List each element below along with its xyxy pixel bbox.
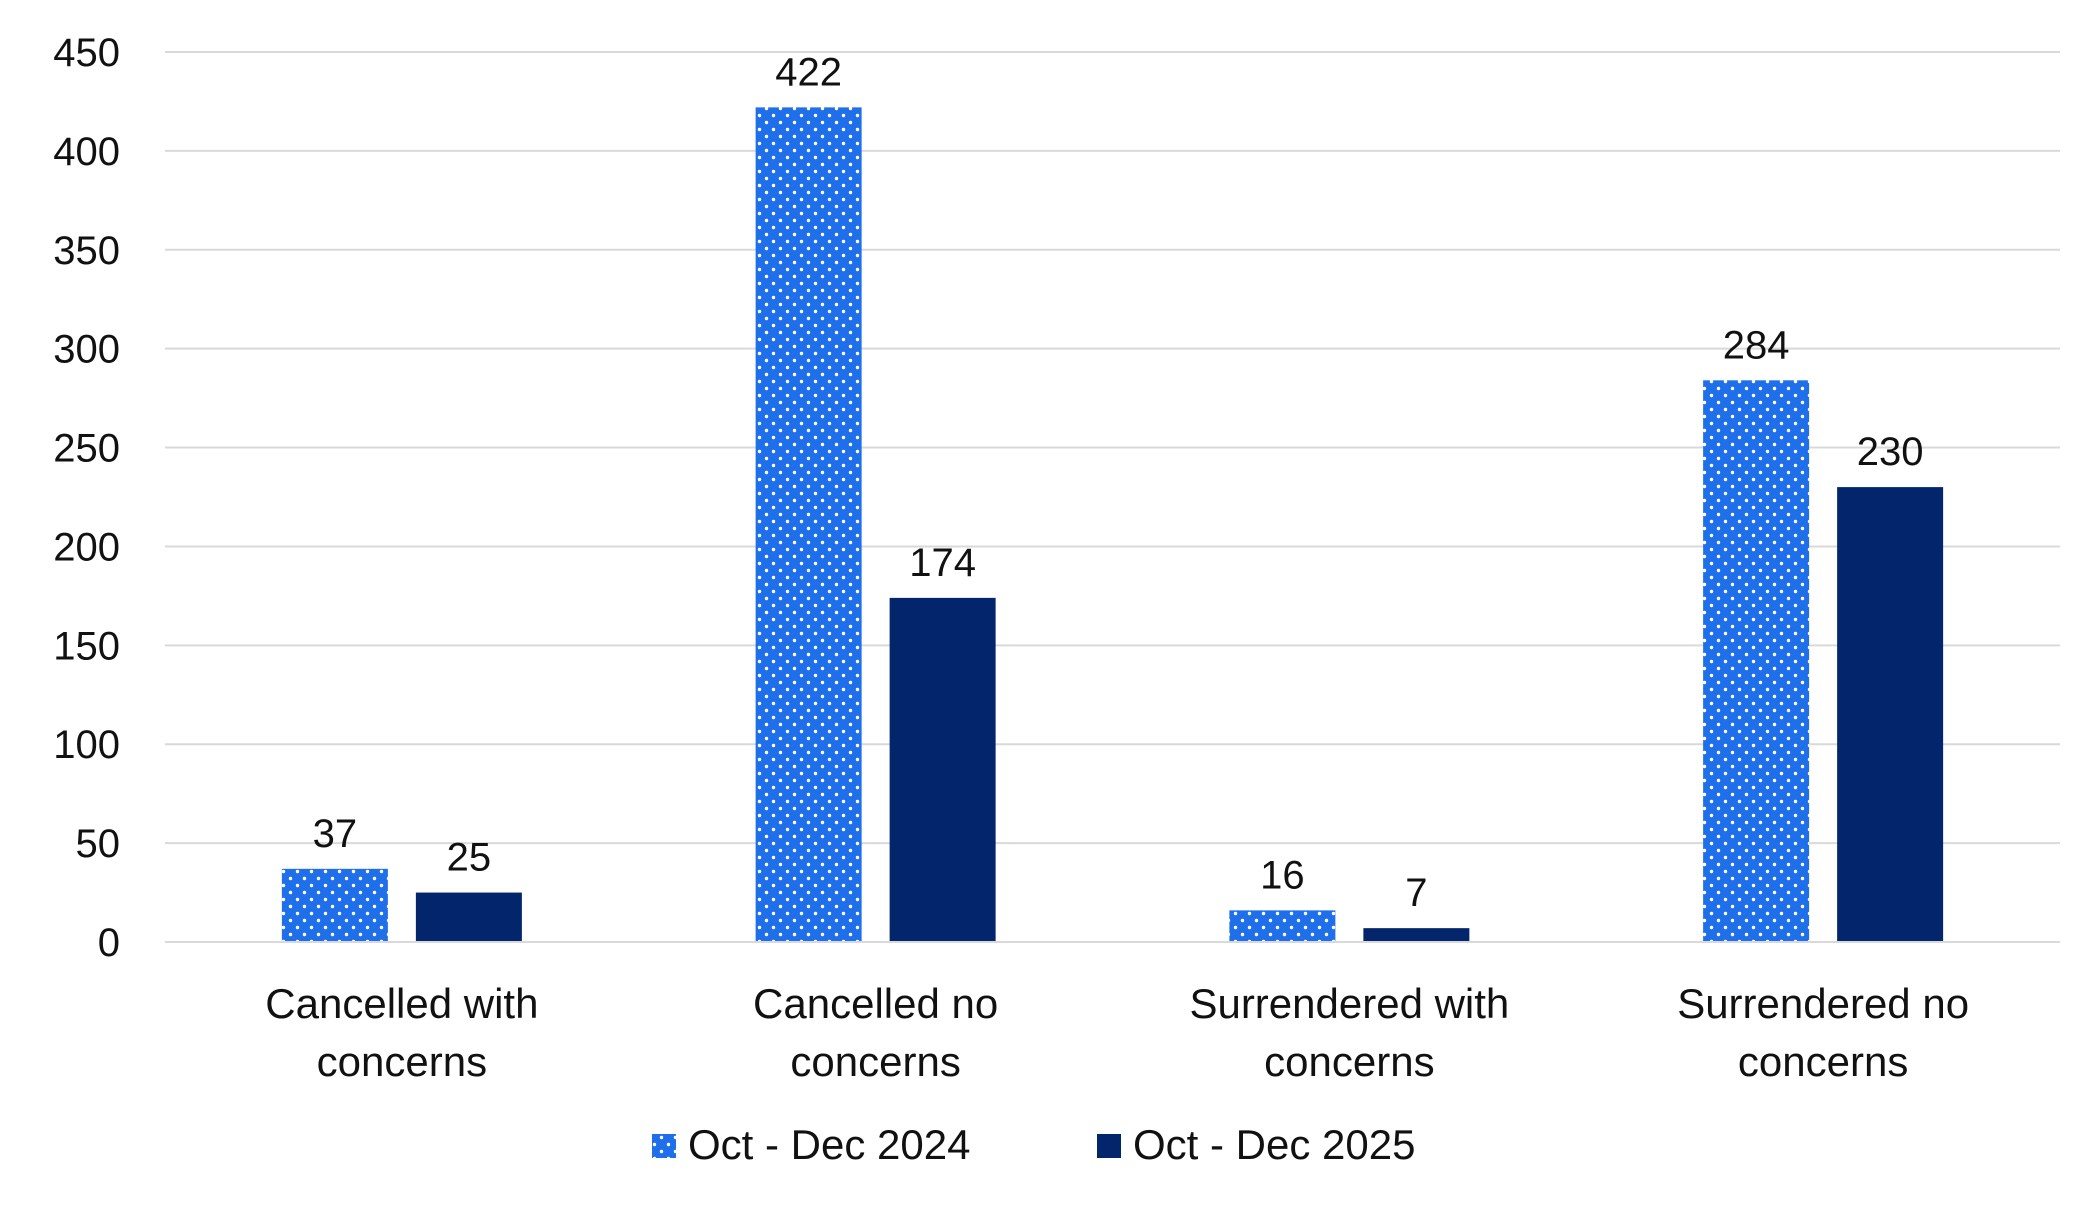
y-tick-label: 50 bbox=[76, 822, 121, 866]
y-tick-label: 100 bbox=[53, 723, 120, 767]
y-tick-label: 150 bbox=[53, 624, 120, 668]
legend-swatch bbox=[652, 1134, 676, 1158]
bars bbox=[281, 107, 1944, 942]
x-tick-label: Cancelled no bbox=[753, 980, 998, 1027]
bar-oct-dec-2025 bbox=[1837, 487, 1944, 942]
data-label: 422 bbox=[775, 50, 842, 94]
x-tick-label: Surrendered no bbox=[1677, 980, 1969, 1027]
data-label: 25 bbox=[447, 836, 492, 880]
y-tick-label: 300 bbox=[53, 328, 120, 372]
y-tick-label: 350 bbox=[53, 229, 120, 273]
x-tick-label: Surrendered with bbox=[1189, 980, 1509, 1027]
y-tick-label: 250 bbox=[53, 427, 120, 471]
data-label: 16 bbox=[1260, 853, 1305, 897]
x-tick-label: concerns bbox=[790, 1038, 960, 1085]
data-label: 174 bbox=[909, 541, 976, 585]
data-label: 37 bbox=[313, 812, 358, 856]
bar-oct-dec-2024 bbox=[1703, 380, 1810, 942]
bar-oct-dec-2024 bbox=[1229, 910, 1336, 942]
legend: Oct - Dec 2024 Oct - Dec 2025 bbox=[652, 1121, 1415, 1168]
y-tick-label: 0 bbox=[98, 921, 120, 965]
y-tick-label: 450 bbox=[53, 31, 120, 75]
data-labels: 37 25 422 174 16 7 284 230 bbox=[313, 50, 1924, 915]
x-tick-label: concerns bbox=[317, 1038, 487, 1085]
bar-oct-dec-2025 bbox=[889, 597, 996, 942]
legend-swatch bbox=[1097, 1134, 1121, 1158]
x-tick-label: concerns bbox=[1264, 1038, 1434, 1085]
y-axis: 0 50 100 150 200 250 300 350 400 450 bbox=[53, 31, 120, 965]
data-label: 284 bbox=[1723, 323, 1790, 367]
x-axis: Cancelled with concerns Cancelled no concer… bbox=[165, 941, 2060, 1085]
data-label: 7 bbox=[1405, 871, 1427, 915]
bar-oct-dec-2024 bbox=[281, 868, 388, 942]
legend-label: Oct - Dec 2024 bbox=[688, 1121, 970, 1168]
y-tick-label: 200 bbox=[53, 525, 120, 569]
legend-label: Oct - Dec 2025 bbox=[1133, 1121, 1415, 1168]
y-tick-label: 400 bbox=[53, 130, 120, 174]
x-tick-label: concerns bbox=[1738, 1038, 1908, 1085]
bar-oct-dec-2024 bbox=[755, 107, 862, 942]
x-tick-label: Cancelled with bbox=[265, 980, 538, 1027]
grid-lines bbox=[165, 51, 2060, 943]
bar-oct-dec-2025 bbox=[1363, 928, 1470, 942]
data-label: 230 bbox=[1857, 430, 1924, 474]
bar-oct-dec-2025 bbox=[415, 892, 522, 942]
